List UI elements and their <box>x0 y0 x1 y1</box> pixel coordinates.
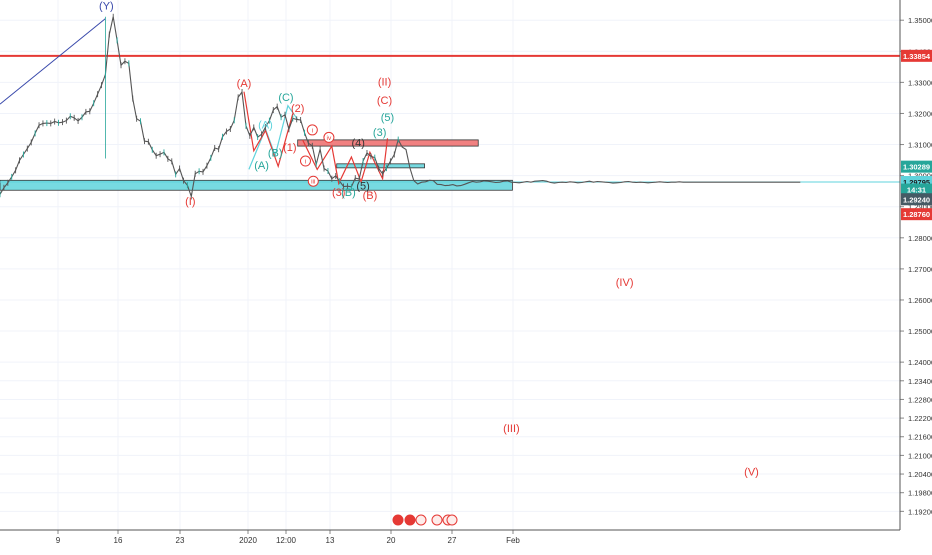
price-tick-label: 1.31000 <box>908 141 932 150</box>
time-tick-label: 2020 <box>239 536 257 545</box>
price-tick-label: 1.22800 <box>908 395 932 404</box>
price-badge-label: 1.33854 <box>903 52 931 61</box>
wave-circle-marker <box>299 155 311 167</box>
price-tick-label: 1.35000 <box>908 16 932 25</box>
zone-resistance[interactable] <box>297 139 479 147</box>
time-tick-label: 16 <box>114 536 123 545</box>
price-tick-label: 1.25000 <box>908 327 932 336</box>
trendline-y-wave[interactable] <box>0 18 106 105</box>
time-tick-label: 12:00 <box>276 536 297 545</box>
price-badge <box>901 208 932 221</box>
wave-label: (5) <box>381 112 394 124</box>
wave-label: (3) <box>373 127 386 139</box>
price-tick-label: 1.20400 <box>908 470 932 479</box>
price-tick-label: 1.28000 <box>908 234 932 243</box>
price-tick-label: 1.23400 <box>908 377 932 386</box>
wave-circle-label: i <box>305 159 306 166</box>
wave-label: (A) <box>237 78 252 90</box>
wave-circle-marker <box>323 131 335 143</box>
wave-label: (I) <box>185 196 195 208</box>
wave-label: (Y) <box>99 0 114 12</box>
price-tick-label: 1.19800 <box>908 489 932 498</box>
price-badge-label: 1.29240 <box>903 195 930 204</box>
wave-label: (B) <box>341 187 356 199</box>
economic-event-icon[interactable] <box>446 514 458 526</box>
time-tick-label: 20 <box>387 536 396 545</box>
series-layer <box>0 13 801 200</box>
time-tick-label: 9 <box>56 536 61 545</box>
price-tick-label: 1.19200 <box>908 507 932 516</box>
wave-label: (C) <box>377 95 392 107</box>
price-tick-label: 1.22200 <box>908 414 932 423</box>
price-tick-label: 1.26000 <box>908 296 932 305</box>
wave-label: (4) <box>351 138 364 150</box>
wave-label: (A) <box>258 119 273 131</box>
wave-circle-label: iii <box>311 179 315 186</box>
price-badge-label: 14:31 <box>907 186 926 195</box>
wave-label: (IV) <box>616 277 634 289</box>
price-tick-label: 1.24000 <box>908 358 932 367</box>
price-badge <box>901 183 932 196</box>
wave-zigzag-teal <box>248 104 299 170</box>
wave-label: (A) <box>254 160 269 172</box>
wave-label: (III) <box>503 423 520 435</box>
price-badge-label: 1.28760 <box>903 210 930 219</box>
wave-circle-label: i <box>312 127 313 134</box>
price-series-line <box>0 16 801 197</box>
price-badge <box>901 160 932 173</box>
wave-label: (2) <box>291 103 304 115</box>
time-tick-label: 23 <box>176 536 185 545</box>
price-tick-label: 1.32000 <box>908 109 932 118</box>
price-badge-label: 1.29795 <box>903 178 930 187</box>
price-badge <box>901 49 932 62</box>
price-tick-label: 1.21000 <box>908 451 932 460</box>
economic-event-icon[interactable] <box>415 514 427 526</box>
wave-circle-label: iv <box>327 135 332 142</box>
economic-event-icon[interactable] <box>392 514 404 526</box>
price-tick-label: 1.21600 <box>908 433 932 442</box>
wave-label: (B) <box>363 190 378 202</box>
wave-circle-marker <box>306 124 318 136</box>
zone-layer <box>0 139 513 191</box>
wave-label: (1) <box>283 142 296 154</box>
zone-support[interactable] <box>0 179 513 191</box>
price-tick-label: 1.27000 <box>908 265 932 274</box>
wave-label: (V) <box>744 467 759 479</box>
wave-label: (3) <box>332 187 345 199</box>
wave-label: (B) <box>268 147 283 159</box>
price-tick-label: 1.29000 <box>908 203 932 212</box>
event-marker-layer[interactable] <box>392 514 458 526</box>
wave-label-layer: (Y)(A)(C)(2)(A)(B)(A)(1)(II)(C)(5)(4)(3)… <box>99 0 759 478</box>
price-tick-label: 1.33000 <box>908 78 932 87</box>
wave-circle-marker <box>307 175 319 187</box>
time-tick-label: 13 <box>326 536 335 545</box>
wave-label: (II) <box>378 76 391 88</box>
wave-zigzag-red-a <box>243 91 294 169</box>
economic-event-icon[interactable] <box>431 514 443 526</box>
time-tick-label: Feb <box>506 536 520 545</box>
price-badge <box>901 193 932 206</box>
zone-small_support[interactable] <box>336 163 425 169</box>
wave-label: (5) <box>356 181 369 193</box>
price-badge-label: 1.30289 <box>903 163 930 172</box>
grid-layer <box>0 0 900 530</box>
wave-label: (C) <box>278 92 293 104</box>
time-tick-label: 27 <box>448 536 457 545</box>
economic-event-icon[interactable] <box>404 514 416 526</box>
